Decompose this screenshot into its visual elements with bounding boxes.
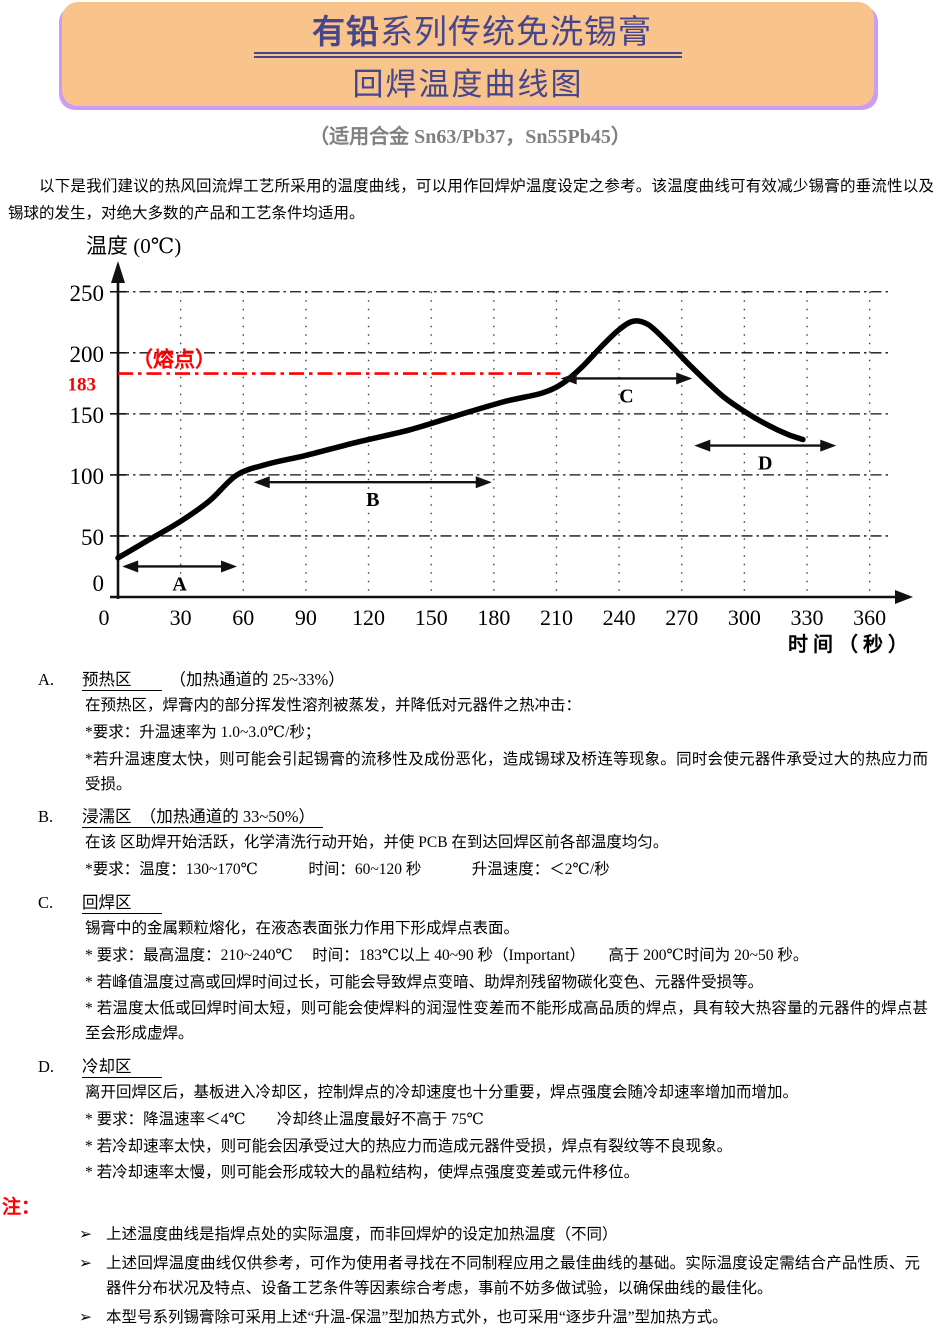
section-heading: A. 预热区 （加热通道的 25~33%） (0, 666, 940, 692)
zone-descriptions: A. 预热区 （加热通道的 25~33%） 在预热区，焊膏内的部分挥发性溶剂被蒸发，… (0, 666, 940, 1186)
section-line: *要求：升温速率为 1.0~3.0℃/秒； (85, 724, 321, 742)
note-text: 上述温度曲线是指焊点处的实际温度，而非回焊炉的设定加热温度（不同） (106, 1226, 618, 1244)
section-cooling: D. 冷却区 离开回焊区后，基板进入冷却区，控制焊点的冷却速度也十分重要，焊点强度… (0, 1053, 940, 1186)
x-tick-label: 330 (791, 605, 824, 630)
section-body: 锡膏中的金属颗粒熔化，在液态表面张力作用下形成焊点表面。 * 要求：最高温度：2… (0, 917, 940, 1047)
zone-B-label: B (366, 489, 379, 511)
section-body: 在该 区助焊开始活跃，化学清洗行动开始，并使 PCB 在到达回焊区前各部温度均匀… (0, 831, 940, 883)
arrowhead-icon (253, 476, 270, 489)
intro-paragraph: 以下是我们建议的热风回流焊工艺所采用的温度曲线，可以用作回焊炉温度设定之参考。该… (8, 178, 934, 223)
x-tick-label: 0 (99, 605, 110, 630)
section-line: * 若冷却速率太慢，则可能会形成较大的晶粒结构，使焊点强度变差或元件移位。 (85, 1164, 640, 1182)
x-tick-label: 360 (853, 605, 886, 630)
section-preheat: A. 预热区 （加热通道的 25~33%） 在预热区，焊膏内的部分挥发性溶剂被蒸发，… (0, 666, 940, 797)
note-text: 本型号系列锡膏除可采用上述“升温-保温”型加热方式外，也可采用“逐步升温”型加热… (106, 1308, 728, 1326)
section-line: * 要求：降温速率＜4℃ 冷却终止温度最好不高于 75℃ (85, 1110, 484, 1128)
x-tick-label: 300 (728, 605, 761, 630)
section-line: 在预热区，焊膏内的部分挥发性溶剂被蒸发，并降低对元器件之热冲击： (85, 697, 582, 715)
y-tick-label: 250 (70, 281, 105, 306)
page-title: 有铅系列传统免洗锡膏 (254, 5, 682, 58)
section-title: 回焊区 (82, 893, 162, 915)
note-text: 上述回焊温度曲线仅供参考，可作为使用者寻找在不同制程应用之最佳曲线的基础。实际温… (106, 1255, 920, 1297)
section-heading: C. 回焊区 (0, 889, 940, 915)
x-tick-label: 90 (295, 605, 317, 630)
arrow-bullet-icon: ➢ (79, 1255, 92, 1272)
notes-list: ➢ 上述温度曲线是指焊点处的实际温度，而非回焊炉的设定加热温度（不同） ➢ 上述… (0, 1223, 940, 1330)
page-title-bold: 有铅 (312, 14, 380, 51)
section-soak: B. 浸濡区 （加热通道的 33~50%） 在该 区助焊开始活跃，化学清洗行动开始… (0, 803, 940, 883)
title-banner: 有铅系列传统免洗锡膏 回焊温度曲线图 (62, 2, 874, 106)
x-tick-label: 210 (540, 605, 573, 630)
reflow-temperature-chart: 0 50 100 150 200 250 0 30 60 90 120 150 180 210 240 270… (0, 229, 940, 660)
y-tick-label: 200 (70, 342, 105, 367)
section-heading: B. 浸濡区 （加热通道的 33~50%） (0, 803, 940, 829)
notes-block: 注： ➢ 上述温度曲线是指焊点处的实际温度，而非回焊炉的设定加热温度（不同） ➢… (0, 1192, 940, 1330)
section-line: * 若峰值温度过高或回焊时间过长，可能会导致焊点变暗、助焊剂残留物碳化变色、元器… (85, 973, 764, 991)
arrowhead-icon (122, 560, 139, 573)
zone-A-label: A (172, 574, 187, 596)
section-line: * 若冷却速率太快，则可能会因承受过大的热应力而造成元器件受损，焊点有裂纹等不良… (85, 1137, 733, 1155)
section-letter: D. (38, 1057, 55, 1077)
x-tick-label: 150 (415, 605, 448, 630)
melting-point-label: （熔点） (132, 348, 216, 372)
x-tick-label: 60 (232, 605, 254, 630)
melting-point-value: 183 (68, 375, 97, 396)
section-body: 离开回焊区后，基板进入冷却区，控制焊点的冷却速度也十分重要，焊点强度会随冷却速率… (0, 1081, 940, 1186)
section-line: 离开回焊区后，基板进入冷却区，控制焊点的冷却速度也十分重要，焊点强度会随冷却速率… (85, 1084, 799, 1102)
section-reflow: C. 回焊区 锡膏中的金属颗粒熔化，在液态表面张力作用下形成焊点表面。 * 要求：… (0, 889, 940, 1047)
alloy-subtitle: （适用合金 Sn63/Pb37，Sn55Pb45） (309, 126, 631, 148)
y-axis-title: 温度 (0℃) (86, 234, 181, 258)
note-item: ➢ 上述回焊温度曲线仅供参考，可作为使用者寻找在不同制程应用之最佳曲线的基础。实… (0, 1252, 940, 1302)
x-axis-arrowhead-icon (895, 590, 913, 605)
section-letter: C. (38, 893, 54, 913)
section-line: 锡膏中的金属颗粒熔化，在液态表面张力作用下形成焊点表面。 (85, 920, 520, 938)
x-tick-label: 270 (665, 605, 698, 630)
page-title-rest: 系列传统免洗锡膏 (380, 14, 652, 51)
reflow-curve-svg: 0 50 100 150 200 250 0 30 60 90 120 150 180 210 240 270… (68, 234, 913, 656)
section-title: 浸濡区 （加热通道的 33~50%） (82, 807, 324, 829)
section-letter: A. (38, 670, 55, 690)
note-item: ➢ 上述温度曲线是指焊点处的实际温度，而非回焊炉的设定加热温度（不同） (0, 1223, 940, 1248)
arrow-bullet-icon: ➢ (79, 1226, 92, 1244)
section-line: *要求：温度：130~170℃ 时间：60~120 秒 升温速度：＜2℃/秒 (85, 861, 610, 879)
note-item: ➢ 本型号系列锡膏除可采用上述“升温-保温”型加热方式外，也可采用“逐步升温”型… (0, 1306, 940, 1330)
arrowhead-icon (560, 372, 577, 385)
section-body: 在预热区，焊膏内的部分挥发性溶剂被蒸发，并降低对元器件之热冲击： *要求：升温速… (0, 694, 940, 797)
arrowhead-icon (820, 439, 837, 452)
x-tick-label: 120 (352, 605, 385, 630)
section-title: 预热区 (82, 670, 162, 692)
temperature-curve (115, 318, 806, 561)
arrowhead-icon (221, 560, 238, 573)
arrow-bullet-icon: ➢ (79, 1308, 92, 1326)
arrowhead-icon (694, 439, 711, 452)
section-title: 冷却区 (82, 1057, 162, 1079)
arrowhead-icon (676, 372, 693, 385)
section-heading: D. 冷却区 (0, 1053, 940, 1079)
y-axis-arrowhead-icon (111, 261, 125, 284)
section-line: 在该 区助焊开始活跃，化学清洗行动开始，并使 PCB 在到达回焊区前各部温度均匀… (85, 834, 669, 852)
zone-C-label: C (619, 386, 633, 408)
section-letter: B. (38, 807, 54, 827)
notes-label: 注： (2, 1197, 41, 1219)
y-tick-label: 0 (93, 571, 105, 596)
section-line: *若升温速度太快，则可能会引起锡膏的流移性及成份恶化，造成锡球及桥连等现象。同时… (85, 750, 928, 793)
page-subtitle-line: 回焊温度曲线图 (352, 66, 584, 102)
x-axis-title: 时 间 （ 秒 ） (788, 632, 908, 655)
section-title-suffix: （加热通道的 25~33%） (169, 670, 345, 690)
x-tick-label: 240 (603, 605, 636, 630)
x-tick-label: 30 (170, 605, 192, 630)
zone-D-label: D (758, 453, 772, 475)
y-tick-label: 100 (70, 464, 105, 489)
section-line: * 若温度太低或回焊时间太短，则可能会使焊料的润湿性变差而不能形成高品质的焊点，… (85, 1000, 928, 1043)
y-tick-label: 150 (70, 403, 105, 428)
section-line: * 要求：最高温度：210~240℃ 时间：183℃以上 40~90 秒（Imp… (85, 946, 809, 964)
y-tick-label: 50 (81, 525, 104, 550)
x-tick-label: 180 (477, 605, 510, 630)
arrowhead-icon (475, 476, 492, 489)
